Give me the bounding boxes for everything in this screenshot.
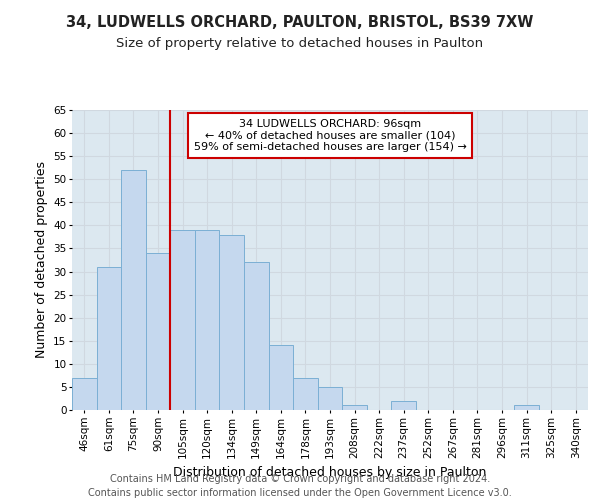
Bar [244,262,269,410]
Bar [121,170,146,410]
Text: Size of property relative to detached houses in Paulton: Size of property relative to detached ho… [116,38,484,51]
Bar [220,234,244,410]
Bar [146,253,170,410]
Bar [72,378,97,410]
Y-axis label: Number of detached properties: Number of detached properties [35,162,47,358]
X-axis label: Distribution of detached houses by size in Paulton: Distribution of detached houses by size … [173,466,487,479]
Bar [293,378,318,410]
Bar [97,267,121,410]
Bar [269,346,293,410]
Text: 34 LUDWELLS ORCHARD: 96sqm
← 40% of detached houses are smaller (104)
59% of sem: 34 LUDWELLS ORCHARD: 96sqm ← 40% of deta… [194,119,466,152]
Bar [391,401,416,410]
Bar [195,230,220,410]
Bar [318,387,342,410]
Bar [342,406,367,410]
Bar [170,230,195,410]
Text: Contains HM Land Registry data © Crown copyright and database right 2024.
Contai: Contains HM Land Registry data © Crown c… [88,474,512,498]
Bar [514,406,539,410]
Text: 34, LUDWELLS ORCHARD, PAULTON, BRISTOL, BS39 7XW: 34, LUDWELLS ORCHARD, PAULTON, BRISTOL, … [67,15,533,30]
